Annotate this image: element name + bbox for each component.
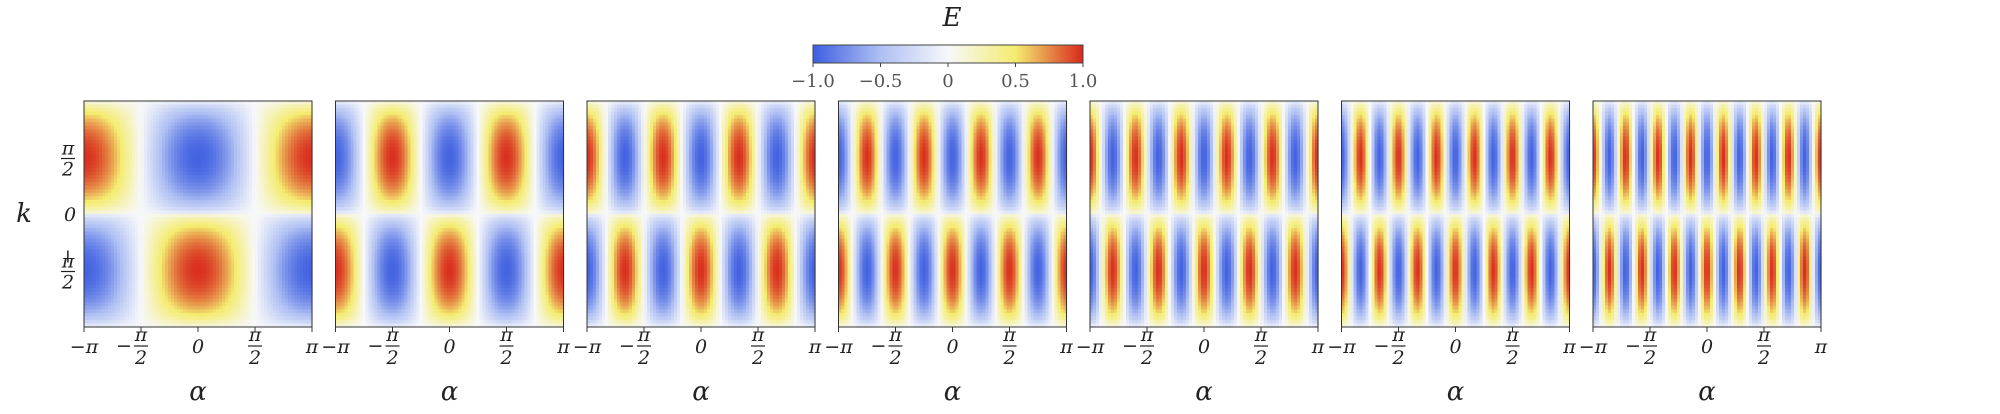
figure: E −1.0 −0.5 0 0.5 1.0 −π−π20π2πα−π−π20π2πα−π−…	[0, 0, 2000, 410]
colorbar-tick-label: 1.0	[1069, 71, 1098, 92]
colorbar-gradient	[813, 45, 1083, 63]
colorbar-tick-label: −0.5	[859, 71, 903, 92]
colorbar-tick-label: 0	[942, 71, 953, 92]
colorbar-tick-label: −1.0	[791, 71, 835, 92]
heatmap-figure: E −1.0 −0.5 0 0.5 1.0 −π−π20π2πα−π−π20π2πα−π−…	[0, 0, 2000, 410]
colorbar-title: E	[942, 3, 962, 33]
colorbar-tick-label: 0.5	[1001, 71, 1030, 92]
colorbar: E −1.0 −0.5 0 0.5 1.0	[791, 3, 1097, 92]
